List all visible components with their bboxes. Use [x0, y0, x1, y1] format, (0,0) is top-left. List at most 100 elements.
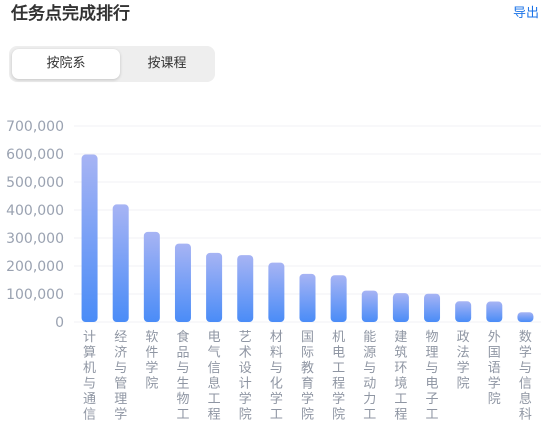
y-tick-label: 100,000: [6, 287, 64, 303]
bar[interactable]: [486, 301, 503, 322]
x-tick-label-char: 源: [363, 346, 376, 361]
x-tick-label-char: 工: [426, 408, 439, 423]
bar[interactable]: [174, 243, 191, 322]
x-tick-label-char: 程: [208, 408, 221, 423]
x-tick-label-char: 院: [239, 408, 252, 423]
x-tick-label-char: 语: [488, 361, 501, 376]
x-tick-label-char: 学: [145, 360, 158, 376]
x-tick-label-char: …: [270, 423, 283, 428]
x-tick-label-char: 经: [114, 330, 127, 345]
x-tick-label-char: 与: [83, 377, 96, 392]
x-tick-label-char: 通: [83, 392, 96, 407]
y-tick-label: 600,000: [6, 147, 64, 163]
bar[interactable]: [206, 252, 223, 322]
x-tick-label-char: 与: [426, 361, 439, 376]
x-tick-label-char: 建: [394, 330, 407, 345]
x-tick-label-char: 筑: [394, 345, 407, 361]
x-tick-label-char: 息: [519, 391, 532, 407]
x-tick-label-char: 电: [208, 330, 221, 345]
bar[interactable]: [81, 154, 98, 322]
x-tick-label-char: 科: [519, 408, 532, 423]
bar[interactable]: [424, 293, 441, 322]
bar[interactable]: [112, 204, 129, 322]
x-tick-label-char: 电: [426, 377, 439, 392]
x-tick-label-char: 院: [457, 377, 470, 392]
x-tick-label-char: …: [363, 423, 376, 428]
bar[interactable]: [330, 275, 347, 322]
bar[interactable]: [361, 290, 378, 322]
x-tick-label-char: 工: [208, 392, 221, 407]
bar[interactable]: [517, 312, 534, 322]
x-tick-label-char: …: [394, 423, 407, 428]
x-tick-label-char: 理: [426, 346, 439, 361]
x-tick-label-char: 程: [394, 408, 407, 423]
x-tick-label-char: 与: [363, 361, 376, 376]
x-tick-label-char: 生: [176, 377, 189, 392]
x-tick-label-char: 术: [239, 346, 252, 361]
x-tick-label-char: 工: [394, 392, 407, 407]
page-title: 任务点完成排行: [11, 4, 130, 24]
tab-by-department[interactable]: 按院系: [12, 49, 120, 79]
x-tick-label-char: 国: [488, 346, 501, 361]
y-tick-label: 500,000: [6, 175, 64, 191]
bar[interactable]: [455, 301, 472, 322]
x-tick-label-char: 际: [301, 346, 314, 361]
x-tick-label-char: 境: [394, 377, 407, 392]
y-tick-label: 200,000: [6, 259, 64, 275]
x-tick-label-char: 学: [457, 360, 470, 376]
bar[interactable]: [237, 255, 254, 322]
x-tick-label-char: 数: [519, 330, 532, 345]
tab-by-course[interactable]: 按课程: [147, 56, 187, 71]
x-tick-label-char: 国: [301, 330, 314, 345]
x-tick-label-char: …: [426, 423, 439, 428]
x-tick-label-char: 育: [301, 376, 314, 392]
x-tick-label-char: 软: [145, 330, 158, 345]
x-tick-label-char: …: [114, 423, 127, 428]
x-tick-label-char: 与: [114, 361, 127, 376]
x-tick-label-char: 设: [239, 361, 252, 376]
x-tick-label-char: 学: [114, 407, 127, 423]
y-tick-label: 300,000: [6, 231, 64, 247]
x-tick-label-char: 品: [176, 346, 189, 361]
bar[interactable]: [143, 231, 160, 322]
x-tick-label-char: 外: [488, 330, 501, 345]
x-tick-label-char: …: [176, 423, 189, 428]
x-tick-label-char: 机: [83, 361, 96, 376]
x-tick-label-char: 信: [208, 361, 221, 376]
x-tick-label-char: 理: [114, 392, 127, 407]
x-tick-label-char: 政: [457, 330, 470, 345]
x-tick-label-char: 息: [208, 376, 221, 392]
x-tick-label-char: 济: [114, 346, 127, 361]
bar[interactable]: [299, 273, 316, 322]
x-tick-label-char: 院: [301, 408, 314, 423]
x-tick-label-char: 件: [145, 346, 158, 361]
x-tick-label-char: 计: [83, 330, 96, 345]
export-button[interactable]: 导出: [512, 6, 539, 21]
x-tick-label-char: …: [519, 423, 532, 428]
x-tick-label-char: 管: [114, 377, 127, 392]
bar[interactable]: [392, 293, 409, 322]
x-tick-label-char: 学: [301, 391, 314, 407]
x-tick-label-char: 计: [239, 377, 252, 392]
x-tick-label-char: 法: [457, 346, 470, 361]
x-tick-label-char: 电: [332, 346, 345, 361]
x-tick-label-char: …: [239, 423, 252, 428]
x-tick-label-char: 教: [301, 360, 314, 376]
x-tick-label-char: 与: [270, 361, 283, 376]
y-tick-label: 400,000: [6, 203, 64, 219]
x-tick-label-char: 子: [426, 392, 439, 407]
x-tick-label-char: 工: [270, 408, 283, 423]
x-tick-label-char: 能: [363, 330, 376, 345]
x-tick-label-char: …: [208, 423, 221, 428]
x-tick-label-char: 与: [519, 361, 532, 376]
y-tick-label: 700,000: [6, 119, 64, 135]
x-tick-label-char: 学: [488, 376, 501, 392]
x-tick-label-char: 学: [239, 391, 252, 407]
bar[interactable]: [268, 262, 285, 322]
x-tick-label-char: 艺: [239, 330, 252, 345]
x-tick-label-char: …: [83, 423, 96, 428]
y-tick-label: 0: [55, 315, 64, 331]
x-tick-label-char: 信: [519, 377, 532, 392]
x-tick-label-char: 物: [426, 330, 439, 345]
x-tick-label-char: 学: [332, 391, 345, 407]
